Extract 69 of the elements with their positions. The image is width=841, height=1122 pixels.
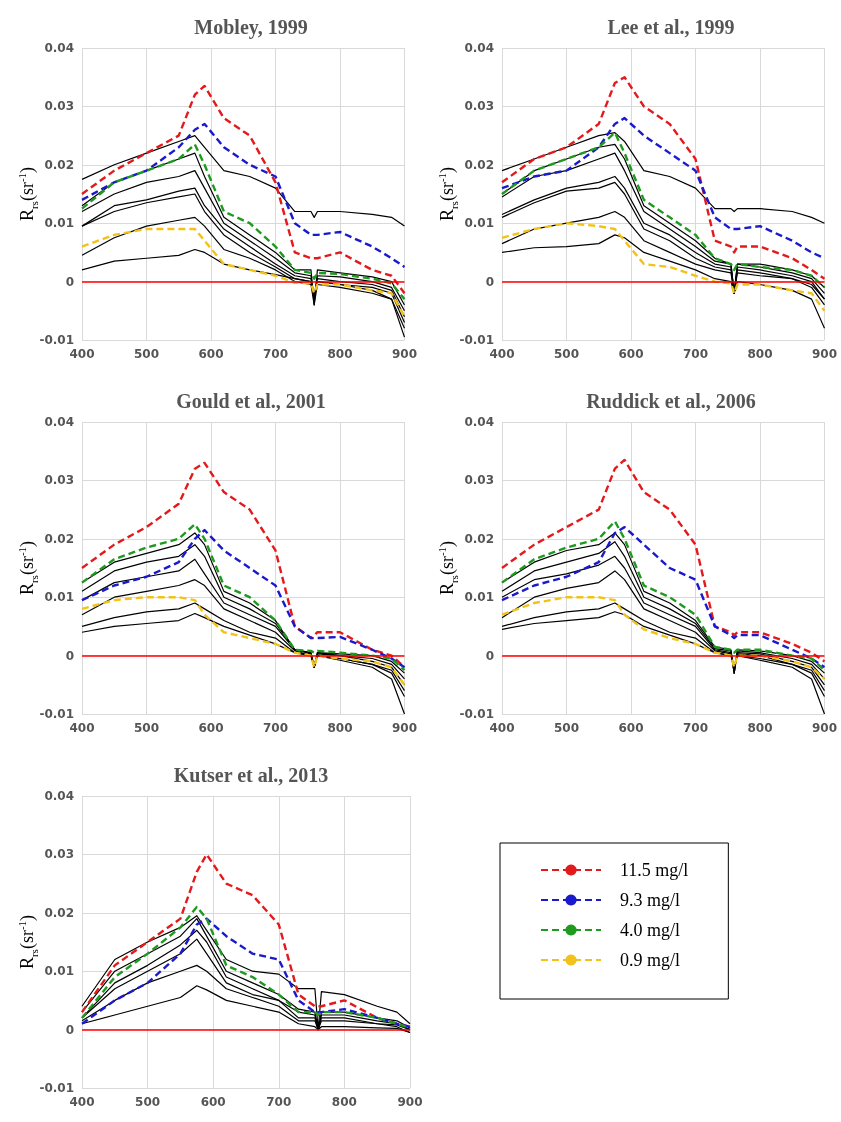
x-tick-label: 500 xyxy=(553,721,580,735)
y-tick-label: 0.01 xyxy=(464,590,494,605)
x-tick-label: 700 xyxy=(682,721,709,735)
chart-title: Lee et al., 1999 xyxy=(607,16,735,38)
x-tick-label: 900 xyxy=(397,1095,423,1109)
x-tick-label: 600 xyxy=(200,1095,226,1109)
x-tick-label: 900 xyxy=(811,347,838,361)
x-tick-label: 700 xyxy=(682,347,709,361)
x-tick-label: 500 xyxy=(133,721,160,735)
x-tick-label: 900 xyxy=(811,721,838,735)
x-tick-label: 900 xyxy=(391,347,418,361)
y-tick-label: 0.03 xyxy=(44,99,74,114)
legend-label: 0.9 mg/l xyxy=(620,950,681,970)
y-tick-label: 0 xyxy=(65,274,74,289)
x-tick-label: 700 xyxy=(262,347,289,361)
x-tick-label: 900 xyxy=(391,721,418,735)
x-tick-label: 400 xyxy=(69,721,95,735)
y-tick-label: 0.04 xyxy=(44,41,74,55)
y-tick-label: 0 xyxy=(485,274,494,289)
x-tick-label: 800 xyxy=(331,1095,357,1109)
x-tick-label: 400 xyxy=(489,721,515,735)
y-tick-label: 0.02 xyxy=(44,905,74,920)
x-tick-label: 600 xyxy=(198,721,224,735)
legend-label: 11.5 mg/l xyxy=(620,860,689,880)
y-tick-label: 0.04 xyxy=(464,415,494,429)
y-tick-label: -0.01 xyxy=(459,707,494,721)
legend-label: 9.3 mg/l xyxy=(620,890,681,910)
x-tick-label: 500 xyxy=(553,347,580,361)
y-tick-label: -0.01 xyxy=(39,1081,74,1095)
chart-title: Mobley, 1999 xyxy=(194,16,308,39)
x-tick-label: 400 xyxy=(69,1095,95,1109)
legend-label: 4.0 mg/l xyxy=(620,920,681,940)
y-tick-label: 0.04 xyxy=(464,41,494,55)
chart-title: Ruddick et al., 2006 xyxy=(586,390,756,412)
y-tick-label: 0.03 xyxy=(464,473,494,488)
y-tick-label: 0.01 xyxy=(44,964,74,979)
y-tick-label: 0 xyxy=(485,648,494,663)
y-tick-label: 0.01 xyxy=(44,216,74,231)
x-tick-label: 700 xyxy=(266,1095,292,1109)
y-tick-label: -0.01 xyxy=(39,333,74,347)
x-tick-label: 600 xyxy=(618,347,644,361)
y-tick-label: 0.02 xyxy=(464,531,494,546)
x-tick-label: 400 xyxy=(489,347,515,361)
x-tick-label: 600 xyxy=(618,721,644,735)
y-tick-label: -0.01 xyxy=(459,333,494,347)
x-tick-label: 800 xyxy=(747,721,773,735)
y-tick-label: 0.02 xyxy=(44,531,74,546)
y-tick-label: 0.01 xyxy=(464,216,494,231)
chart-title: Gould et al., 2001 xyxy=(176,390,326,412)
x-tick-label: 400 xyxy=(69,347,95,361)
y-tick-label: 0.04 xyxy=(44,789,74,803)
x-tick-label: 600 xyxy=(198,347,224,361)
y-tick-label: 0.03 xyxy=(44,847,74,862)
x-tick-label: 800 xyxy=(747,347,773,361)
y-tick-label: 0.02 xyxy=(464,157,494,172)
y-tick-label: 0.01 xyxy=(44,590,74,605)
x-tick-label: 800 xyxy=(327,721,353,735)
y-tick-label: 0.04 xyxy=(44,415,74,429)
x-tick-label: 500 xyxy=(135,1095,161,1109)
y-tick-label: 0.02 xyxy=(44,157,74,172)
y-tick-label: 0.03 xyxy=(464,99,494,114)
x-tick-label: 500 xyxy=(133,347,160,361)
y-tick-label: 0.03 xyxy=(44,473,74,488)
y-tick-label: -0.01 xyxy=(39,707,74,721)
y-tick-label: 0 xyxy=(65,648,74,663)
y-tick-label: 0 xyxy=(65,1022,74,1037)
chart-title: Kutser et al., 2013 xyxy=(173,764,329,786)
x-tick-label: 700 xyxy=(262,721,289,735)
x-tick-label: 800 xyxy=(327,347,353,361)
